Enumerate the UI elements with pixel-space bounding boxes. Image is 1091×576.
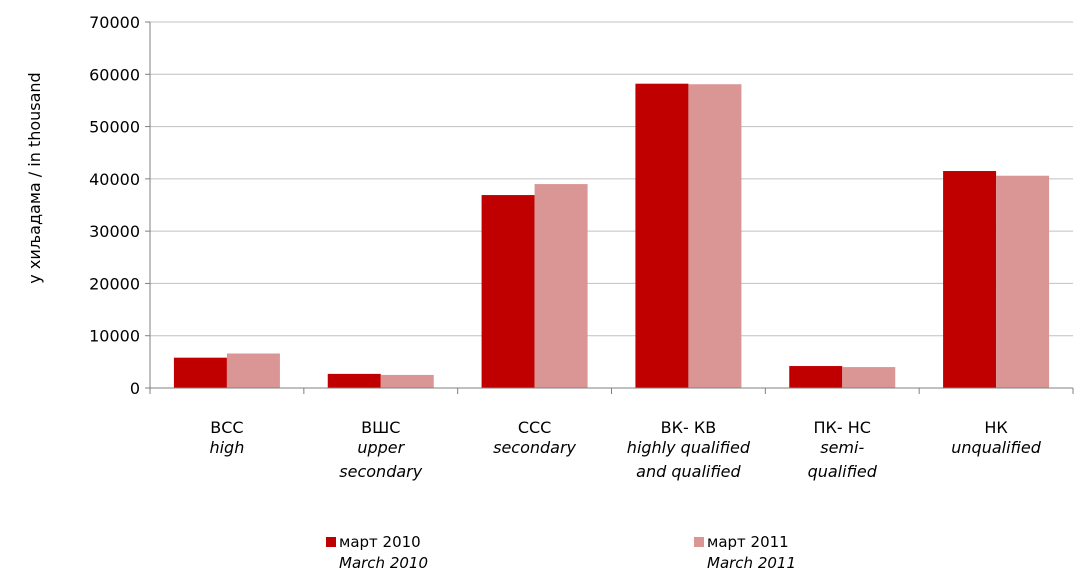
legend-swatch [326, 537, 336, 547]
legend-label: март 2011 [707, 533, 789, 551]
y-tick-label: 60000 [89, 65, 140, 84]
y-tick-label: 30000 [89, 222, 140, 241]
legend-swatch [694, 537, 704, 547]
y-tick-labels: 0 10000 20000 30000 40000 50000 60000 70000 [89, 13, 140, 398]
y-tick-label: 50000 [89, 118, 140, 137]
y-tick-label: 70000 [89, 13, 140, 32]
category-label-en: and qualified [636, 462, 741, 481]
bar-2011 [842, 367, 896, 388]
bar-2011 [380, 374, 434, 388]
bar-2010 [635, 83, 689, 388]
bar-2010 [481, 195, 535, 388]
bars [173, 83, 1050, 388]
y-tick-label: 0 [130, 379, 140, 398]
bar-2010 [789, 366, 843, 388]
y-tick-label: 20000 [89, 274, 140, 293]
bar-2011 [688, 84, 742, 388]
category-label-en: secondary [493, 438, 576, 457]
gridlines [145, 21, 1073, 389]
category-label-en: upper [357, 438, 405, 457]
category-label-en: high [209, 438, 244, 457]
legend-label: март 2010 [339, 533, 421, 551]
y-tick-label: 40000 [89, 170, 140, 189]
category-label: ССС [518, 418, 552, 437]
category-label-en: qualified [808, 462, 878, 481]
axes [149, 22, 1074, 394]
category-label: ВСС [210, 418, 243, 437]
bar-2010 [173, 357, 227, 388]
legend-label-en: March 2010 [339, 554, 428, 572]
category-labels: ВССhighВШСuppersecondaryСССsecondaryВК- … [209, 418, 1041, 481]
y-axis-label: у хиљадама / in thousand [25, 72, 44, 283]
category-label: НК [984, 418, 1008, 437]
bar-2010 [943, 171, 997, 388]
category-label-en: highly qualified [627, 438, 751, 457]
category-label-en: semi- [820, 438, 864, 457]
category-label: ВК- КВ [661, 418, 717, 437]
category-label: ПК- НС [814, 418, 871, 437]
y-tick-label: 10000 [89, 327, 140, 346]
category-label-en: secondary [339, 462, 422, 481]
legend-label-en: March 2011 [707, 554, 796, 572]
bar-2010 [327, 373, 381, 388]
category-label-en: unqualified [951, 438, 1041, 457]
bar-2011 [996, 175, 1050, 388]
bar-2011 [226, 353, 280, 388]
legend: март 2010 March 2010 март 2011 March 2011 [326, 533, 796, 572]
bar-2011 [534, 184, 588, 388]
category-label: ВШС [361, 418, 400, 437]
